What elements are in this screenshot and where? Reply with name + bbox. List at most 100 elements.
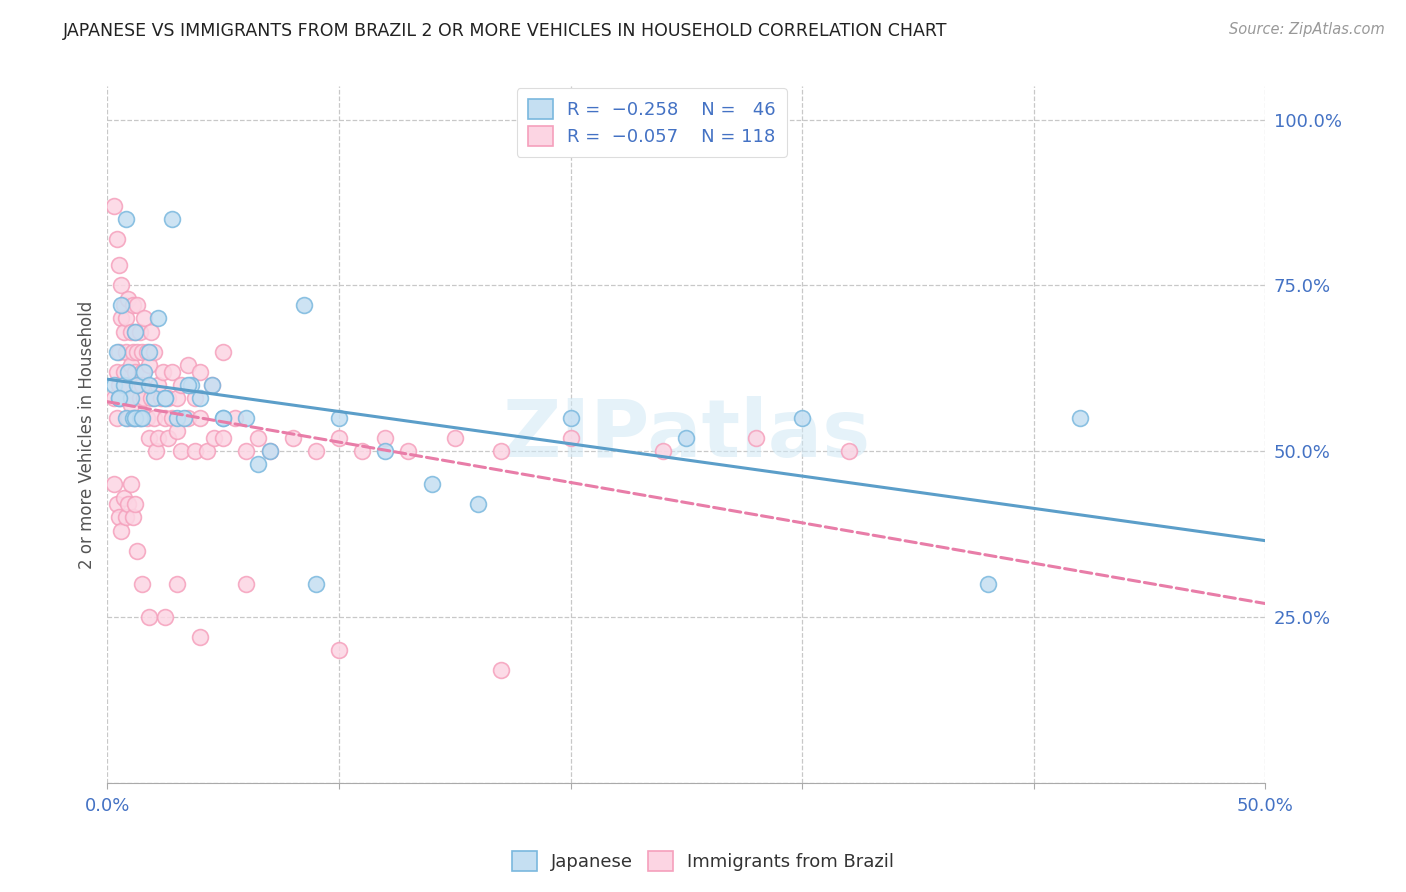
Point [489, 444, 512, 458]
Y-axis label: 2 or more Vehicles in Household: 2 or more Vehicles in Household [79, 301, 96, 568]
Point [121, 411, 143, 425]
Point [110, 311, 132, 326]
Point [138, 431, 160, 445]
Point [443, 431, 465, 445]
Point [166, 411, 188, 425]
Point [188, 630, 211, 644]
Point [675, 431, 697, 445]
Point [124, 497, 146, 511]
Point [838, 444, 860, 458]
Point [110, 524, 132, 538]
Point [212, 431, 235, 445]
Point [115, 344, 138, 359]
Point [103, 391, 125, 405]
Point [148, 431, 170, 445]
Point [467, 497, 489, 511]
Point [202, 431, 225, 445]
Point [142, 344, 165, 359]
Point [170, 377, 193, 392]
Point [374, 444, 396, 458]
Point [160, 212, 183, 227]
Point [128, 391, 150, 405]
Point [173, 411, 195, 425]
Point [121, 298, 143, 312]
Point [127, 344, 149, 359]
Point [149, 391, 172, 405]
Point [115, 311, 138, 326]
Point [188, 391, 211, 405]
Point [128, 411, 150, 425]
Point [131, 411, 153, 425]
Point [352, 444, 374, 458]
Point [110, 391, 132, 405]
Point [105, 497, 128, 511]
Point [138, 344, 160, 359]
Point [184, 444, 207, 458]
Point [115, 510, 138, 524]
Point [135, 344, 157, 359]
Point [112, 364, 135, 378]
Point [131, 344, 153, 359]
Point [142, 391, 165, 405]
Point [398, 444, 420, 458]
Point [160, 364, 183, 378]
Point [124, 325, 146, 339]
Point [184, 391, 207, 405]
Point [745, 431, 768, 445]
Legend: Japanese, Immigrants from Brazil: Japanese, Immigrants from Brazil [505, 844, 901, 879]
Point [112, 325, 135, 339]
Text: Source: ZipAtlas.com: Source: ZipAtlas.com [1229, 22, 1385, 37]
Point [127, 377, 149, 392]
Point [145, 444, 167, 458]
Point [120, 477, 142, 491]
Point [305, 444, 328, 458]
Point [166, 424, 188, 438]
Point [135, 411, 157, 425]
Point [110, 278, 132, 293]
Point [235, 444, 257, 458]
Point [103, 199, 125, 213]
Point [127, 377, 149, 392]
Point [166, 576, 188, 591]
Point [131, 364, 153, 378]
Point [117, 377, 139, 392]
Point [188, 411, 211, 425]
Text: ZIPatlas: ZIPatlas [502, 395, 870, 474]
Point [108, 510, 131, 524]
Point [108, 259, 131, 273]
Point [138, 377, 160, 392]
Text: JAPANESE VS IMMIGRANTS FROM BRAZIL 2 OR MORE VEHICLES IN HOUSEHOLD CORRELATION C: JAPANESE VS IMMIGRANTS FROM BRAZIL 2 OR … [63, 22, 948, 40]
Point [134, 391, 156, 405]
Point [188, 364, 211, 378]
Point [105, 364, 128, 378]
Point [156, 391, 179, 405]
Point [112, 298, 135, 312]
Point [155, 391, 177, 405]
Point [489, 663, 512, 677]
Point [235, 411, 257, 425]
Point [120, 325, 142, 339]
Point [124, 411, 146, 425]
Point [127, 298, 149, 312]
Point [103, 377, 125, 392]
Point [138, 610, 160, 624]
Point [328, 431, 350, 445]
Point [155, 391, 177, 405]
Point [180, 377, 202, 392]
Point [120, 358, 142, 372]
Point [117, 364, 139, 378]
Point [1069, 411, 1091, 425]
Point [141, 325, 163, 339]
Point [212, 344, 235, 359]
Point [259, 444, 281, 458]
Point [201, 377, 224, 392]
Point [124, 325, 146, 339]
Point [259, 444, 281, 458]
Point [160, 411, 183, 425]
Point [124, 364, 146, 378]
Point [141, 391, 163, 405]
Point [124, 411, 146, 425]
Point [177, 358, 200, 372]
Point [246, 458, 269, 472]
Point [127, 543, 149, 558]
